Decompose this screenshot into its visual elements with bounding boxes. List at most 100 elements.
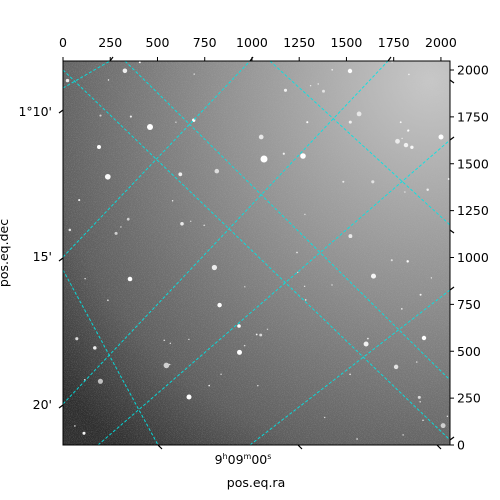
star [122,68,128,74]
world-tick-mark [109,56,114,62]
star [440,423,446,429]
star [430,277,433,279]
star [75,337,79,341]
star [217,302,222,308]
star [99,114,102,117]
ra-second-unit: s [267,452,271,461]
star [403,142,409,148]
star [367,337,369,340]
star [349,373,351,376]
star [324,416,326,419]
star [417,395,421,399]
star [401,137,403,140]
bright-star [260,155,268,163]
star [114,231,118,235]
star [257,384,259,387]
star [304,213,306,216]
star [408,73,410,76]
star [410,145,414,149]
grid-line [63,269,159,445]
star [317,83,319,85]
star [259,333,263,337]
star [297,271,299,274]
star [78,199,81,202]
ra-minute-unit: m [244,452,252,461]
y-tick-label: 750 [457,297,481,312]
bright-star [186,394,192,400]
star [309,85,312,87]
world-tick-mark [449,79,455,84]
star [97,378,103,384]
star [193,73,195,75]
star [304,299,307,301]
star [188,338,190,341]
world-tick-mark [157,444,163,450]
star [129,115,132,118]
star [348,120,352,124]
bright-star [127,276,133,282]
star [356,438,358,440]
dec-tick-label: 1°10' [18,104,52,119]
star [446,415,449,417]
star [175,121,177,123]
star [370,273,377,279]
world-tick-mark [249,56,254,62]
bright-star [97,145,101,149]
y-tick-label: 1000 [457,250,489,265]
star [282,152,285,155]
star [163,339,165,341]
star [390,259,393,262]
y-tick-label: 1750 [457,109,489,124]
star [426,188,429,191]
sky-image [63,61,450,445]
star [203,224,206,227]
ra-hour-unit: h [223,452,228,461]
world-tick-mark [436,444,442,450]
grid-line [63,69,450,441]
grid-line [63,61,111,89]
world-tick-mark [58,404,64,409]
world-axis-ticks [58,56,455,450]
star [303,285,306,288]
star [84,277,86,280]
star [356,111,362,117]
star [331,68,334,71]
star [211,264,218,271]
x-tick-label: 500 [146,35,170,50]
star [107,299,109,302]
star [400,308,403,310]
star [404,191,406,193]
bright-star [237,324,241,328]
bright-star [147,124,153,130]
bright-star [347,68,353,74]
star [419,293,422,296]
world-tick-mark [297,444,303,450]
bright-star [421,335,427,341]
star [138,61,141,64]
world-tick-mark [387,56,392,62]
x-tick-label: 2000 [425,35,457,50]
star [220,373,222,376]
star [65,78,70,83]
star [306,121,309,124]
dec-tick-label: 15' [33,249,52,264]
ra-axis-title: pos.eq.ra [227,475,285,490]
x-tick-label: 250 [98,35,122,50]
star [402,434,404,436]
star [395,138,400,144]
grid-line [269,61,450,226]
star [178,172,183,177]
x-tick-label: 1500 [331,35,363,50]
star [190,220,192,222]
ra-hours: 9 [215,452,223,467]
star [422,419,424,422]
star [447,177,450,181]
y-tick-label: 1250 [457,203,489,218]
dec-axis-title: pos.eq.dec [0,219,11,287]
x-pixel-axis: 0 250 500 750 1000 1250 1500 1750 2000 [59,35,457,61]
bright-star [300,153,306,159]
star [120,226,122,228]
star [82,431,86,435]
star [399,121,402,124]
